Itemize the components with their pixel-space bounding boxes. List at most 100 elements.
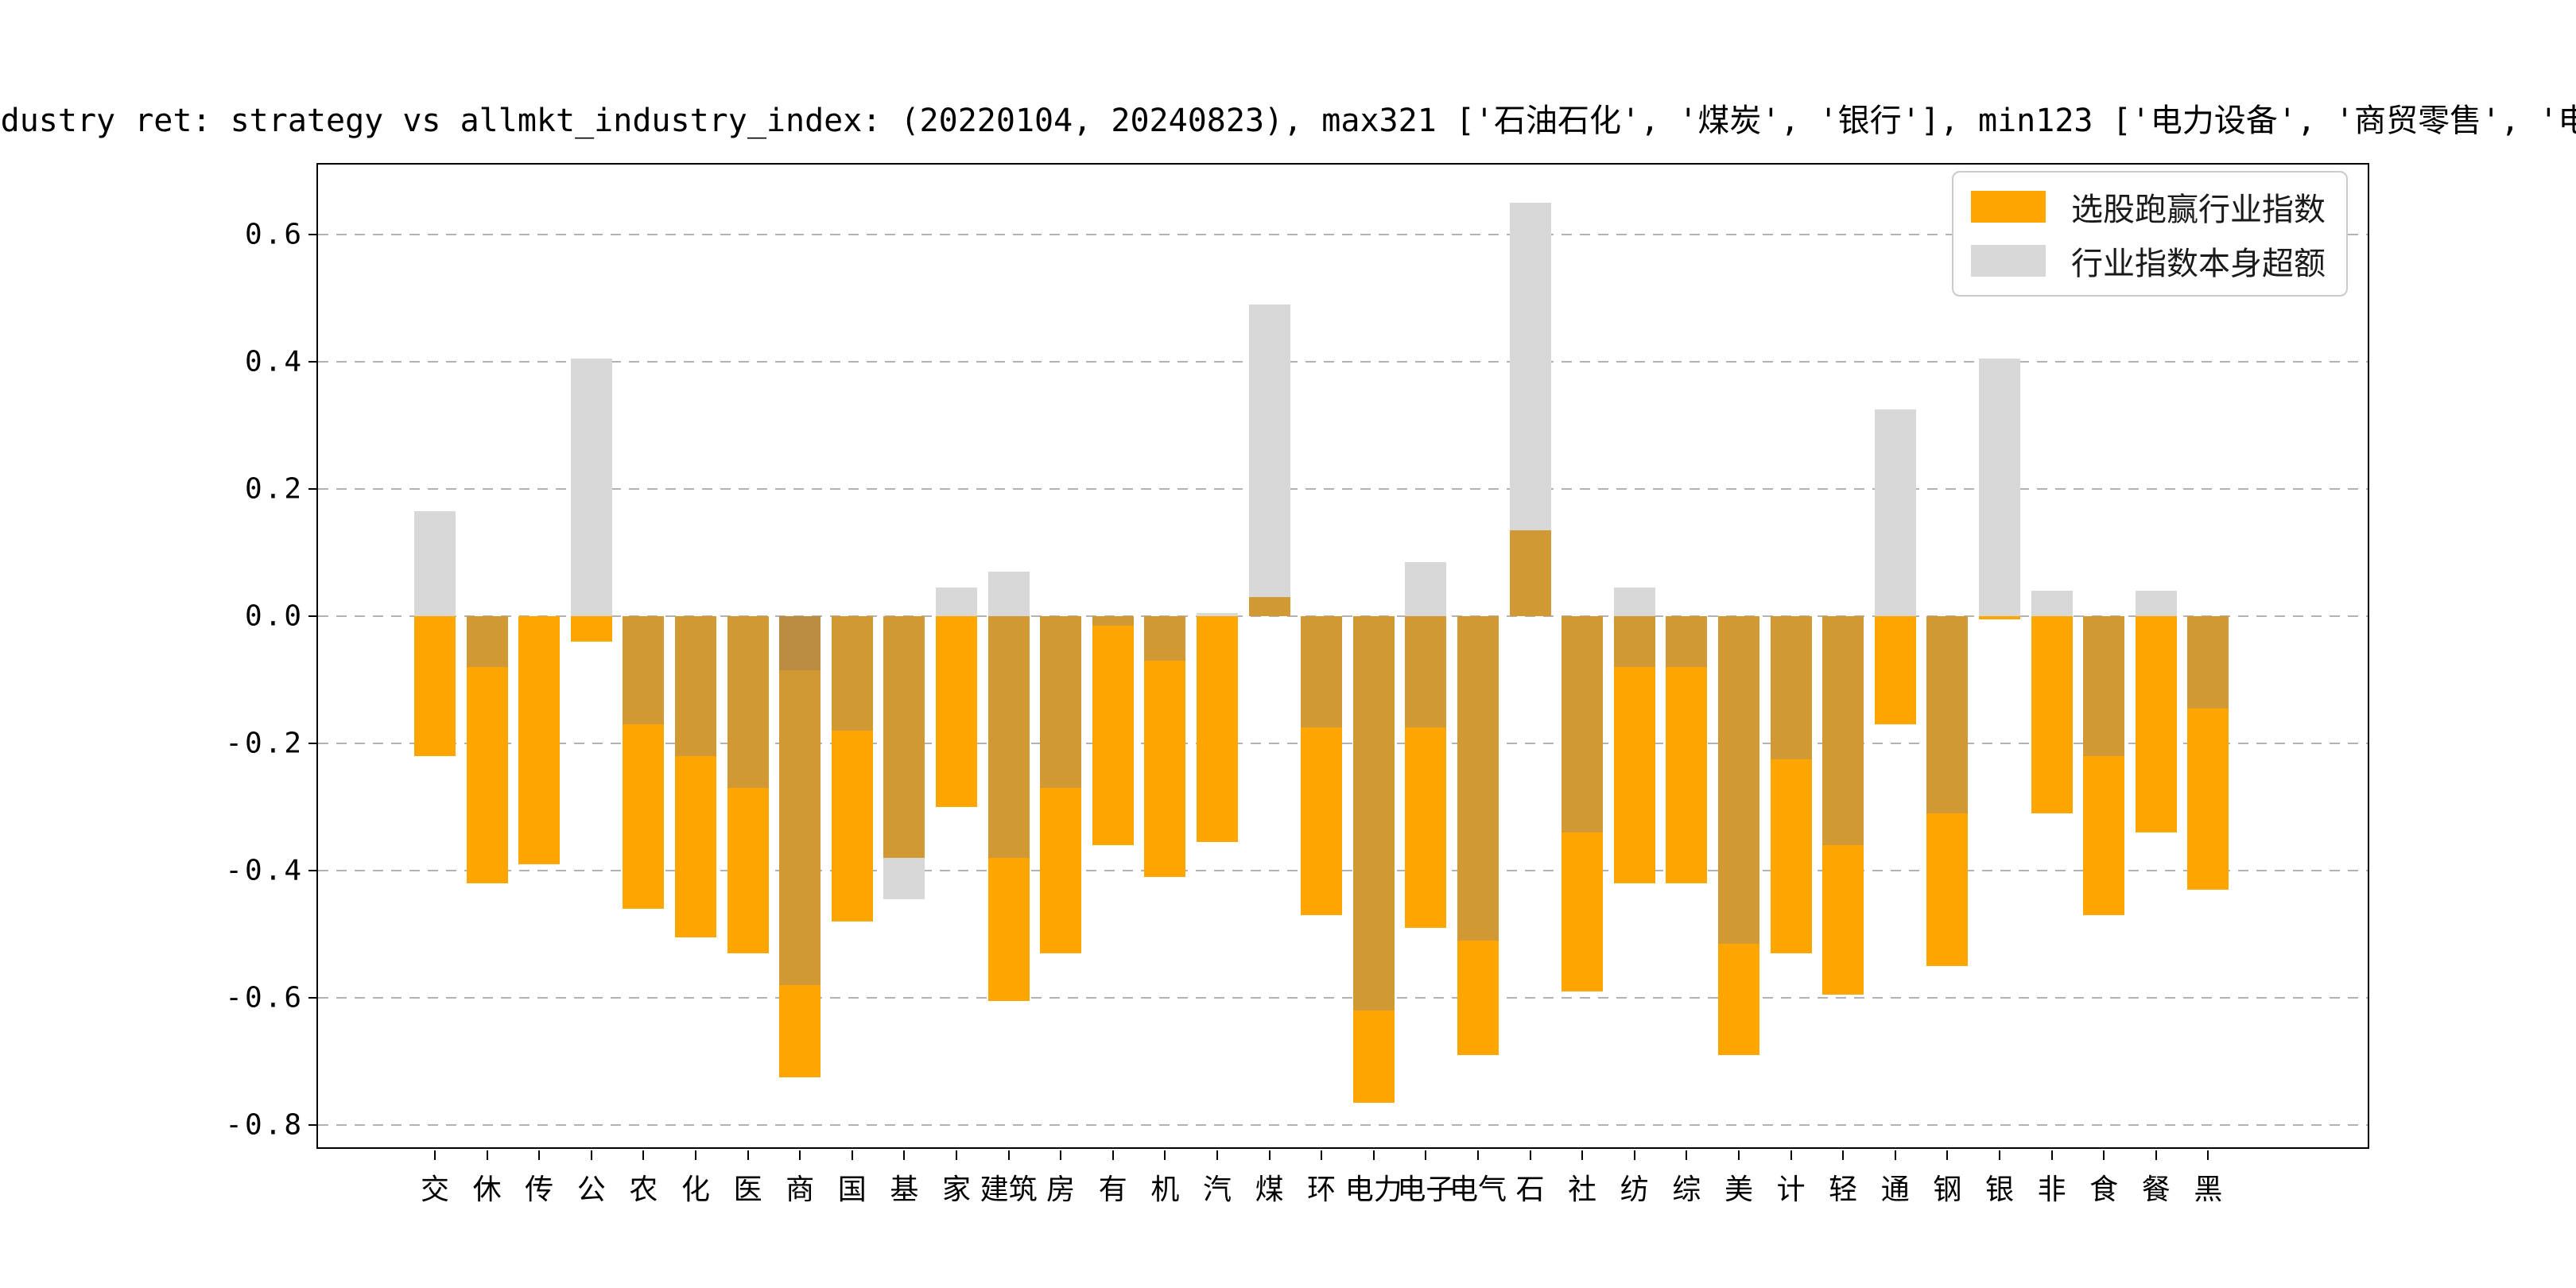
xtick-label-电气: 电气 (1449, 1174, 1507, 1206)
xtick-mark-综 (1686, 1150, 1688, 1160)
xtick-label-交: 交 (420, 1174, 450, 1206)
xtick-mark-基 (903, 1150, 906, 1160)
bar-电子-gray (1405, 562, 1447, 616)
xtick-label-环: 环 (1307, 1174, 1336, 1206)
xtick-mark-公 (590, 1150, 592, 1160)
ytick-mark--0.6 (308, 997, 318, 999)
xtick-mark-美 (1738, 1150, 1740, 1160)
bar-机-tan (1144, 616, 1186, 661)
xtick-label-社: 社 (1568, 1174, 1597, 1206)
plot-area: 选股跑赢行业指数 行业指数本身超额 0.6 0.4 0.2 0.0 -0.2 -0.4 -0… (225, 163, 2369, 1206)
bar-房-orange (1040, 788, 1082, 953)
gridline-0.2 (318, 488, 2368, 490)
bar-传-orange (518, 616, 561, 864)
ytick-label-0.6: 0.6 (244, 218, 304, 251)
bar-电力-orange (1352, 1011, 1395, 1103)
legend-swatch-strategy (1971, 191, 2046, 223)
gridline--0.2 (318, 743, 2368, 744)
bar-非-orange (2031, 616, 2073, 813)
bar-电子-tan (1405, 616, 1447, 727)
ytick-label--0.4: -0.4 (225, 854, 304, 887)
xtick-label-轻: 轻 (1829, 1174, 1858, 1206)
bar-有-orange (1092, 626, 1134, 845)
bar-钢-tan (1926, 616, 1969, 813)
xtick-mark-农 (642, 1150, 645, 1160)
ytick-label--0.8: -0.8 (225, 1108, 304, 1142)
gridline-0.4 (318, 361, 2368, 363)
xtick-label-家: 家 (941, 1174, 972, 1206)
xtick-label-农: 农 (629, 1174, 658, 1206)
xtick-mark-商 (799, 1150, 801, 1160)
gridline-0.0 (318, 615, 2368, 617)
bar-医-tan (727, 616, 769, 788)
xtick-mark-汽 (1216, 1150, 1218, 1160)
ytick-label-0.2: 0.2 (244, 472, 304, 506)
bar-农-orange (623, 724, 665, 909)
ytick-mark-0.2 (308, 488, 318, 490)
xtick-label-综: 综 (1672, 1174, 1701, 1206)
bar-计-orange (1770, 759, 1812, 953)
xtick-mark-煤 (1268, 1150, 1271, 1160)
xtick-mark-通 (1894, 1150, 1896, 1160)
bar-社-tan (1562, 616, 1604, 832)
bar-计-tan (1770, 616, 1812, 759)
bar-家-orange (936, 616, 977, 807)
xtick-mark-电力 (1372, 1150, 1375, 1160)
bar-医-orange (727, 788, 769, 953)
bar-电子-orange (1405, 727, 1447, 928)
ytick-label--0.6: -0.6 (225, 981, 304, 1014)
xtick-mark-餐 (2155, 1150, 2157, 1160)
xtick-label-国: 国 (837, 1174, 867, 1206)
bar-化-tan (675, 616, 716, 756)
bar-交-orange (414, 616, 456, 756)
xtick-label-基: 基 (890, 1174, 919, 1206)
bar-黑-orange (2187, 708, 2229, 890)
xtick-label-钢: 钢 (1933, 1174, 1962, 1206)
xtick-label-通: 通 (1880, 1174, 1910, 1206)
xtick-label-食: 食 (2089, 1174, 2119, 1206)
xtick-label-黑: 黑 (2194, 1174, 2223, 1206)
bar-轻-orange (1822, 845, 1864, 995)
bar-轻-tan (1822, 616, 1864, 845)
xtick-label-汽: 汽 (1202, 1174, 1232, 1206)
xtick-label-房: 房 (1046, 1174, 1076, 1206)
bar-基-tan (883, 616, 925, 858)
bar-环-tan (1301, 616, 1343, 727)
xtick-label-休: 休 (472, 1174, 502, 1206)
bar-银-orange (1979, 616, 2020, 619)
xtick-mark-食 (2103, 1150, 2105, 1160)
xtick-mark-建筑 (1007, 1150, 1010, 1160)
xtick-mark-电子 (1425, 1150, 1427, 1160)
ytick-mark--0.4 (308, 870, 318, 871)
xtick-mark-有 (1111, 1150, 1114, 1160)
ytick-mark--0.2 (308, 743, 318, 744)
xtick-label-公: 公 (576, 1174, 606, 1206)
xtick-label-机: 机 (1150, 1174, 1180, 1206)
ytick-mark--0.8 (308, 1124, 318, 1126)
ytick-label--0.2: -0.2 (225, 727, 304, 760)
xtick-label-非: 非 (2037, 1174, 2066, 1206)
xtick-mark-石 (1529, 1150, 1531, 1160)
gridline--0.8 (318, 1124, 2368, 1126)
xtick-mark-化 (695, 1150, 696, 1160)
bar-国-orange (831, 731, 873, 921)
bar-汽-gray (1197, 613, 1238, 616)
legend: 选股跑赢行业指数 行业指数本身超额 (1952, 171, 2348, 297)
xtick-mark-机 (1164, 1150, 1166, 1160)
bar-基-gray (883, 858, 925, 899)
bar-电力-tan (1352, 616, 1395, 1011)
bar-通-gray (1874, 409, 1916, 616)
xtick-mark-银 (1999, 1150, 2000, 1160)
xtick-mark-黑 (2207, 1150, 2209, 1160)
xtick-label-医: 医 (733, 1174, 762, 1206)
bar-商-orange (779, 985, 821, 1077)
legend-label-strategy: 选股跑赢行业指数 (2071, 192, 2326, 228)
bar-机-orange (1144, 661, 1186, 877)
bar-有-tan (1092, 616, 1134, 626)
bar-石-tan (1509, 530, 1551, 616)
bar-综-tan (1666, 616, 1708, 667)
bar-商-tan (779, 616, 821, 985)
chart-title: industry ret: strategy vs allmkt_industr… (0, 97, 2576, 139)
xtick-label-建筑: 建筑 (980, 1174, 1038, 1206)
